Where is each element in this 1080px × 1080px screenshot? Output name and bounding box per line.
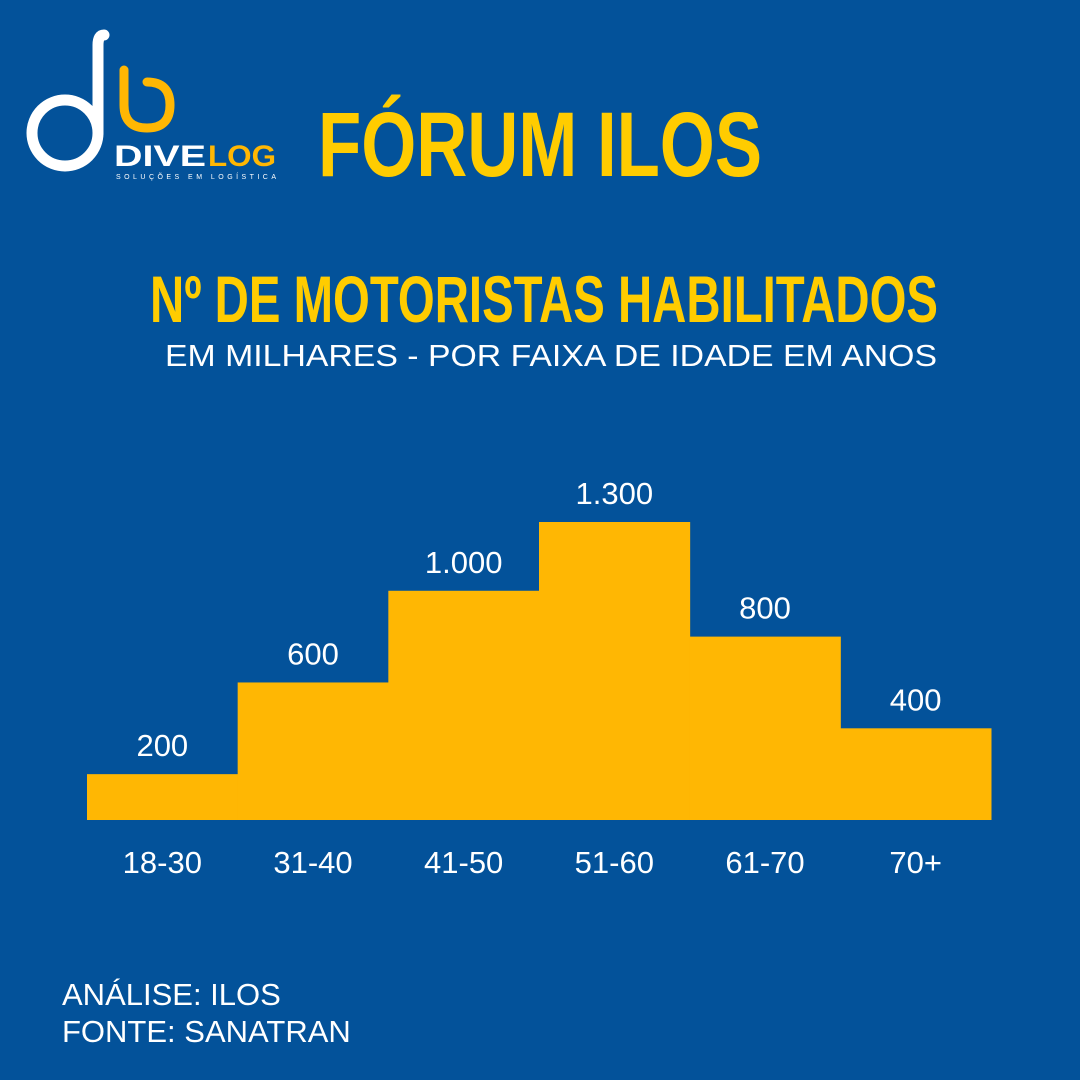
value-label: 600 [287, 636, 339, 671]
value-label: 1.300 [576, 476, 654, 511]
x-tick-label: 61-70 [725, 845, 804, 880]
x-tick-label: 31-40 [273, 845, 352, 880]
value-label: 800 [739, 591, 791, 626]
bar [689, 636, 841, 820]
chart-title: Nº DE MOTORISTAS HABILITADOS [150, 262, 938, 336]
logo: DIVE LOG SOLUÇÕES EM LOGÍSTICA [26, 29, 276, 181]
page-title: FÓRUM ILOS [318, 93, 762, 196]
bar [237, 682, 389, 820]
logo-shape [92, 29, 110, 139]
logo-tagline: SOLUÇÕES EM LOGÍSTICA [116, 172, 276, 181]
chart-subtitle: EM MILHARES - POR FAIXA DE IDADE EM ANOS [165, 338, 937, 373]
bar [840, 728, 992, 820]
logo-shape [119, 65, 175, 133]
footer-analysis: ANÁLISE: ILOS [62, 977, 281, 1012]
bar [87, 774, 239, 820]
logo-name: LOG [208, 140, 276, 173]
value-label: 400 [890, 682, 942, 717]
value-label: 200 [136, 728, 188, 763]
x-tick-label: 41-50 [424, 845, 503, 880]
bar [539, 522, 691, 820]
footer-source: FONTE: SANATRAN [62, 1014, 351, 1049]
x-tick-label: 18-30 [123, 845, 202, 880]
x-tick-label: 70+ [889, 845, 942, 880]
bar [388, 590, 540, 820]
x-tick-label: 51-60 [575, 845, 654, 880]
value-label: 1.000 [425, 545, 503, 580]
logo-name: DIVE [114, 140, 206, 173]
plot: 200 18-30 600 31-40 1.000 41-50 1.300 51-60 800 6… [87, 476, 992, 880]
